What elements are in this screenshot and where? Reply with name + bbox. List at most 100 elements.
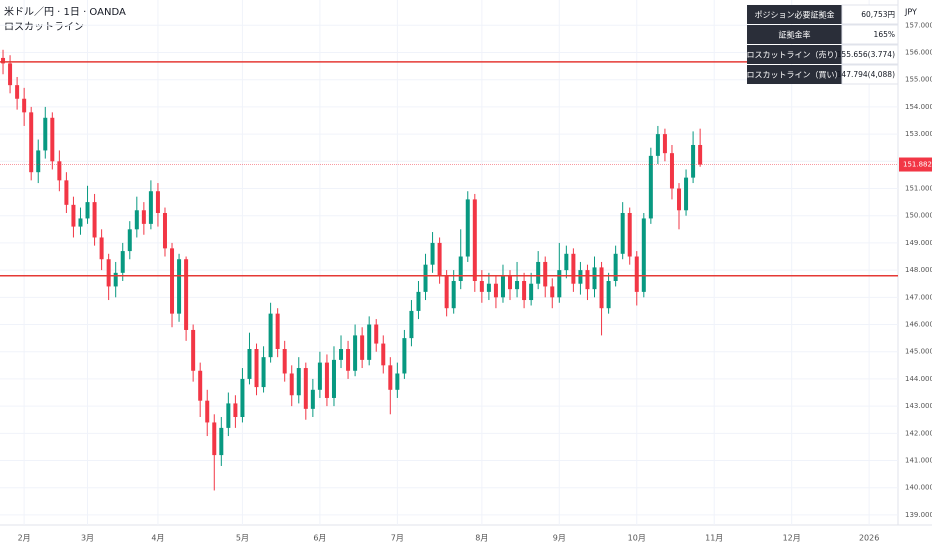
currency-label: JPY [904,8,917,17]
candle-body [78,218,83,227]
candle-body [606,280,611,309]
candle-body [148,191,153,224]
candle-body [388,365,393,390]
candle-body [529,283,534,301]
candle-body [402,338,407,374]
y-tick-label: 146.000 [905,321,932,329]
table-label: 証拠金率 [779,30,811,40]
candle-body [50,117,55,162]
candle-body [353,335,358,371]
y-tick-label: 147.000 [905,293,932,301]
candle-body [564,253,569,271]
candle-body [64,180,69,205]
candle-body [282,349,287,374]
candle-body [522,280,527,301]
candle-body [550,286,555,298]
candle-body [36,150,41,173]
candle-body [374,324,379,344]
candle-body [451,280,456,309]
candle-body [409,310,414,339]
candle-body [620,212,625,254]
candle-body [691,144,696,178]
candle-body [472,199,477,281]
y-tick-label: 148.000 [905,266,932,274]
candle-body [486,283,491,292]
y-tick-label: 140.000 [905,484,932,492]
candle-body [134,210,139,230]
candle-body [141,210,146,224]
candle-body [331,359,336,398]
y-tick-label: 150.000 [905,212,932,220]
candle-body [557,270,562,298]
candle-body [254,349,259,388]
candle-body [627,212,632,257]
candle-body [515,280,520,290]
x-tick-label: 9月 [553,534,566,543]
candle-body [177,259,182,314]
chart-title: 米ドル／円 · 1日 · OANDA [4,5,126,18]
table-label-cell [747,65,842,84]
candle-body [655,134,660,156]
y-tick-label: 154.000 [905,103,932,111]
y-tick-label: 156.000 [905,49,932,57]
candle-body [543,261,548,287]
table-label: ロスカットライン（売り） [747,50,843,60]
candle-body [43,117,48,151]
x-tick-label: 4月 [151,534,164,543]
candle-body [92,202,97,238]
x-tick-label: 11月 [705,534,723,543]
candle-body [339,349,344,360]
x-tick-label: 5月 [236,534,249,543]
table-label: ロスカットライン（買い） [747,71,843,80]
candle-body [233,403,238,418]
candle-body [677,188,682,211]
candle-body [634,256,639,292]
candle-body [479,280,484,292]
candle-body [508,275,513,290]
y-tick-label: 141.000 [905,457,932,465]
candle-body [205,400,210,423]
candle-body [15,85,20,99]
candle-body [684,177,689,211]
candle-body [1,57,6,64]
y-tick-label: 144.000 [905,375,932,383]
x-tick-label: 6月 [313,534,326,543]
candle-body [303,368,308,409]
candle-body [599,267,604,309]
chart-subtitle: ロスカットライン [4,21,84,33]
candle-body [29,112,34,173]
x-tick-label: 10月 [628,534,646,543]
candle-body [395,373,400,390]
table-value-cell [841,4,899,25]
candle-body [613,253,618,281]
candle-body [592,267,597,290]
candle-body [113,272,118,287]
y-tick-label: 151.000 [905,185,932,193]
candle-body [240,378,245,418]
candle-body [289,373,294,396]
candle-body [170,248,175,314]
table-value: 147.794(4,088) [837,70,895,79]
candle-body [423,264,428,292]
candle-body [99,237,104,260]
candle-body [571,253,576,284]
candle-body [465,199,470,257]
table-value: 165% [874,30,895,39]
x-tick-label: 2月 [18,534,31,543]
table-value-cell [841,44,899,65]
candle-body [184,259,189,330]
y-tick-label: 142.000 [905,429,932,437]
candle-body [275,313,280,350]
candle-body [106,259,111,287]
table-value-cell [841,24,899,45]
table-label-cell [747,5,842,24]
table-label-cell [747,25,842,44]
candle-body [57,161,62,181]
candle-body [162,212,167,249]
y-tick-label: 155.000 [905,76,932,84]
candle-body [430,242,435,265]
x-tick-label: 3月 [81,534,94,543]
candle-body [437,242,442,276]
candle-body [317,362,322,390]
x-tick-label: 12月 [783,534,801,543]
